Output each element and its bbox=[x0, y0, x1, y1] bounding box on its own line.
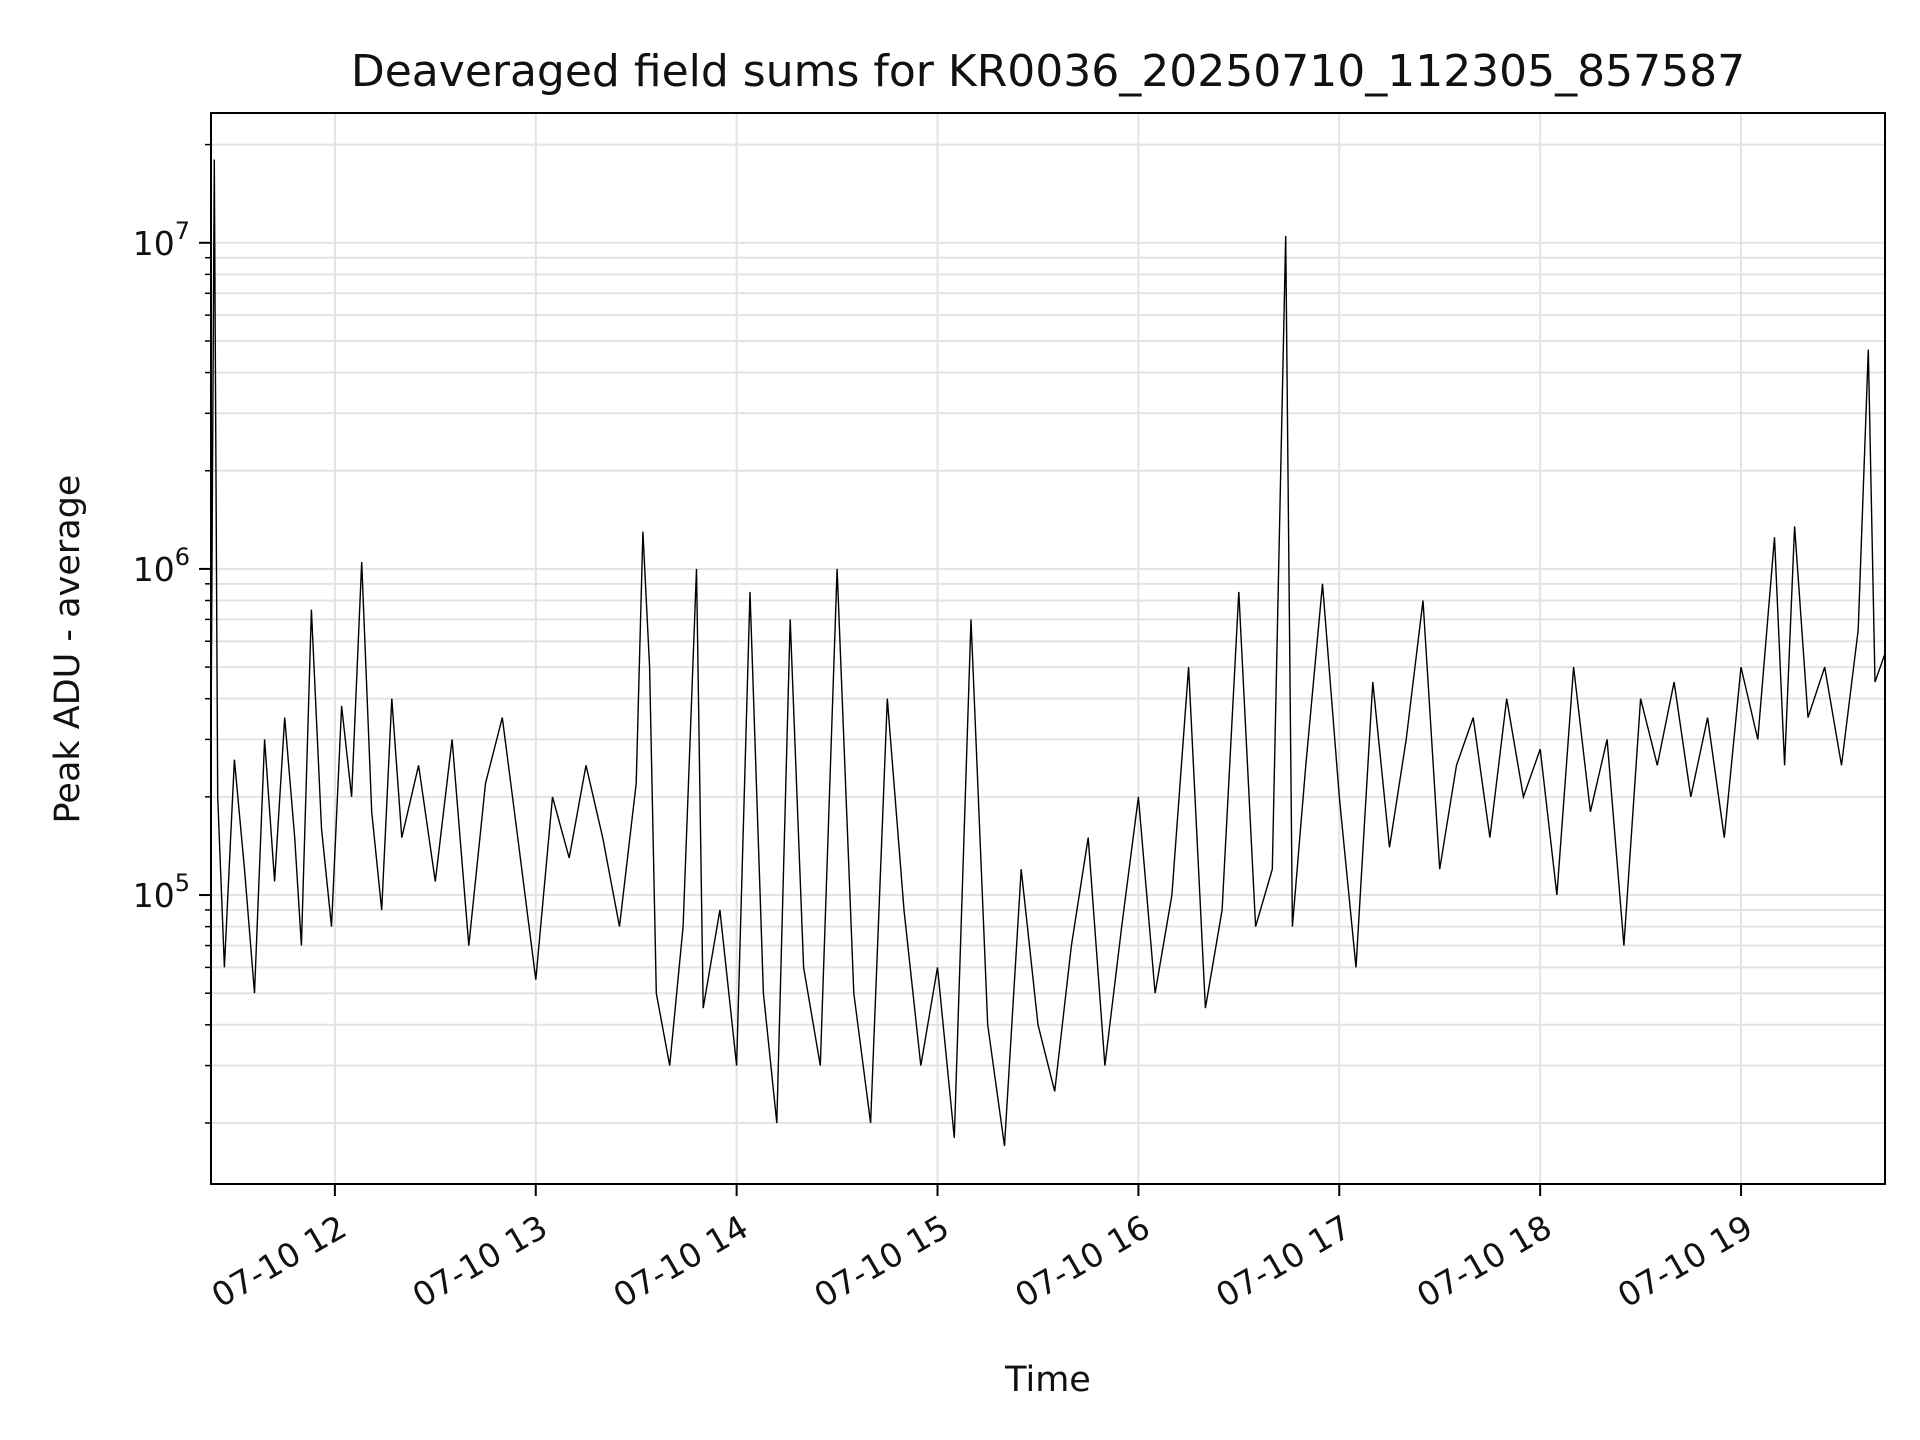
y-tick-label: 107 bbox=[133, 217, 190, 263]
x-axis-label: Time bbox=[1004, 1360, 1091, 1400]
chart-title: Deaveraged field sums for KR0036_2025071… bbox=[351, 46, 1745, 97]
series-layer bbox=[210, 159, 1886, 1147]
y-tick-label: 106 bbox=[133, 543, 190, 589]
plot-area-frame bbox=[210, 112, 1886, 1185]
grid-lines bbox=[211, 113, 1885, 1184]
y-axis-label: Peak ADU - average bbox=[48, 475, 88, 824]
y-tick-label: 105 bbox=[133, 869, 190, 915]
series-line bbox=[210, 159, 1886, 1147]
